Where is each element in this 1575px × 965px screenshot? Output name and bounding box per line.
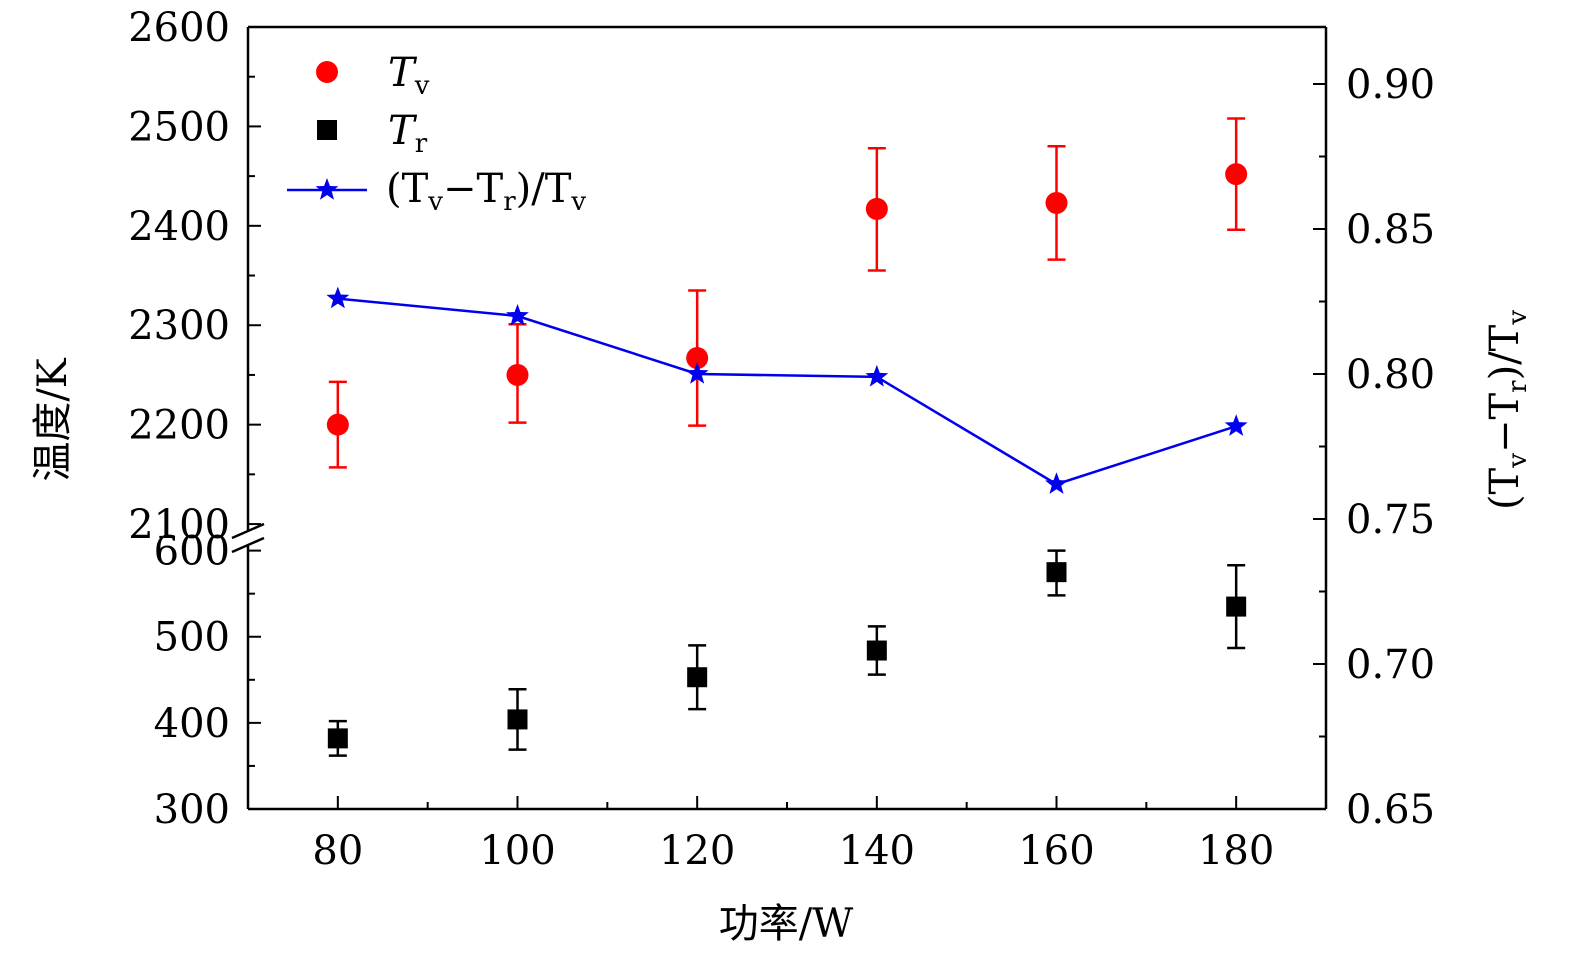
legend-ratio-suffix: )/T xyxy=(516,166,572,212)
point-ratio xyxy=(685,362,709,384)
x-tick-label: 100 xyxy=(479,828,555,874)
y-left-tick-label: 2300 xyxy=(128,303,230,349)
x-tick-label: 180 xyxy=(1198,828,1274,874)
point-tr xyxy=(507,709,528,730)
point-tv xyxy=(1045,191,1068,214)
y-left-tick-label: 300 xyxy=(154,787,230,833)
legend-tr-main: T xyxy=(388,108,418,154)
y-axis-title-right: (Tv−Tr)/Tv xyxy=(1482,310,1533,510)
y-left-tick-label: 400 xyxy=(154,701,230,747)
y-right-title-s2: r xyxy=(1503,380,1533,393)
point-ratio xyxy=(326,286,350,309)
point-ratio xyxy=(865,364,889,387)
legend-tv-main: T xyxy=(388,50,418,96)
point-tv xyxy=(865,197,888,220)
y-left-tick-label: 2200 xyxy=(128,403,230,449)
point-tr xyxy=(1226,596,1247,617)
chart-marks xyxy=(326,117,1248,757)
y-right-tick-label: 0.85 xyxy=(1346,207,1435,253)
legend-label-ratio: (Tv−Tr)/Tv xyxy=(386,166,586,217)
y-left-tick-label: 2600 xyxy=(128,5,230,51)
point-tr xyxy=(866,640,887,661)
legend-ratio-mid: −T xyxy=(443,166,504,212)
y-right-tick-label: 0.80 xyxy=(1346,352,1435,398)
y-right-tick-label: 0.90 xyxy=(1346,62,1435,108)
point-tv xyxy=(1225,163,1248,186)
y-right-title-s3: v xyxy=(1503,310,1533,326)
y-right-title-prefix: (T xyxy=(1482,467,1528,510)
y-axis-title-left: 温度/K xyxy=(30,357,76,481)
legend-ratio-prefix: (T xyxy=(386,166,429,212)
y-left-tick-label: 500 xyxy=(154,615,230,661)
legend-ratio-s2: r xyxy=(503,187,516,217)
legend-marker-tv xyxy=(316,61,338,83)
point-tv xyxy=(326,413,349,436)
y-right-title-mid: −T xyxy=(1482,393,1528,454)
x-tick-label: 160 xyxy=(1018,828,1094,874)
y-right-tick-label: 0.65 xyxy=(1346,787,1435,833)
point-tv xyxy=(506,363,529,386)
axes: 80 100 120 140 160 180 2100 2200 2300 2400 2500 260… xyxy=(128,5,1435,874)
y-right-tick-label: 0.75 xyxy=(1346,497,1435,543)
point-tr xyxy=(327,728,348,749)
point-tv xyxy=(686,347,709,370)
legend-marker-ratio xyxy=(315,178,339,200)
point-tr xyxy=(687,667,708,688)
point-tr xyxy=(1046,562,1067,583)
legend-marker-tr xyxy=(317,120,337,140)
y-right-tick-label: 0.70 xyxy=(1346,642,1435,688)
legend-ratio-s1: v xyxy=(427,187,443,217)
legend-label-tv: Tv xyxy=(388,50,430,101)
axis-break-mark xyxy=(231,536,265,554)
x-axis-title: 功率/W xyxy=(719,901,854,947)
point-ratio xyxy=(506,304,529,326)
legend: Tv Tr (Tv−Tr)/Tv xyxy=(287,50,586,217)
x-tick-label: 80 xyxy=(312,828,363,874)
y-left-tick-label: 600 xyxy=(154,529,230,575)
y-left-tick-label: 2500 xyxy=(128,104,230,150)
series-line-ratio xyxy=(337,297,1237,486)
x-tick-label: 140 xyxy=(839,828,915,874)
legend-tv-sub: v xyxy=(414,71,430,101)
legend-tr-sub: r xyxy=(415,129,428,159)
y-right-title-s1: v xyxy=(1503,453,1533,469)
y-right-title-suffix: )/T xyxy=(1482,324,1528,380)
axis-break-mark xyxy=(231,522,265,540)
y-left-tick-label: 2400 xyxy=(128,204,230,250)
point-ratio xyxy=(1045,472,1068,494)
legend-label-tr: Tr xyxy=(388,108,428,159)
x-tick-label: 120 xyxy=(659,828,735,874)
y-left-tick-label: 2100 xyxy=(128,502,230,548)
legend-ratio-s3: v xyxy=(570,187,586,217)
point-ratio xyxy=(1224,414,1248,436)
